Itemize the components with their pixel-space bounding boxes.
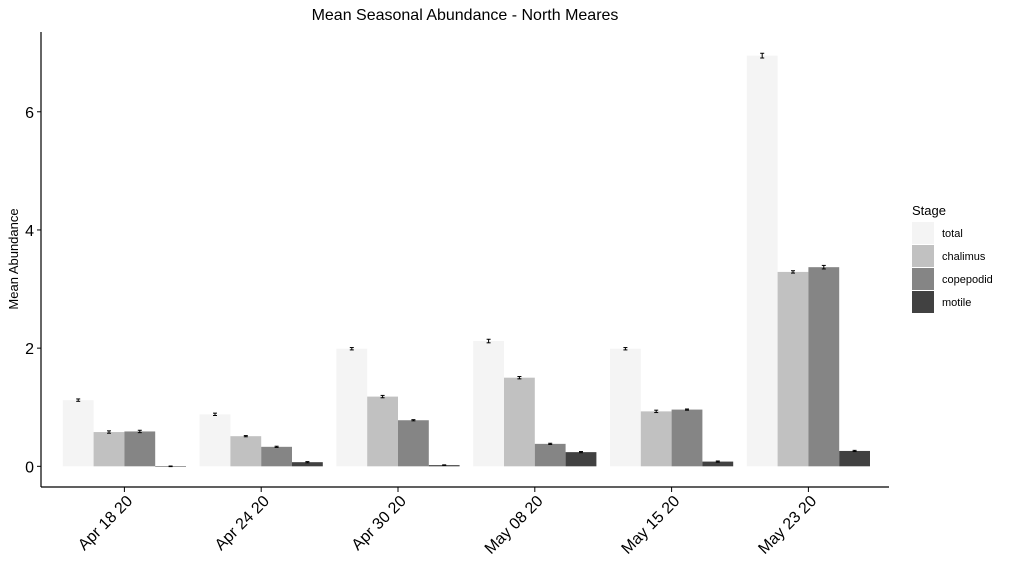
bar-chalimus xyxy=(640,411,672,467)
bar-total xyxy=(746,55,778,467)
error-bar xyxy=(548,442,553,445)
y-tick-label: 6 xyxy=(25,105,34,122)
error-bar xyxy=(760,52,765,59)
error-bar xyxy=(137,429,142,434)
error-bar xyxy=(213,412,217,416)
legend-item-chalimus: chalimus xyxy=(912,245,986,267)
bar-total xyxy=(62,400,94,467)
error-bar xyxy=(442,464,447,466)
error-bar xyxy=(486,338,491,344)
error-bar xyxy=(243,435,248,438)
error-bar xyxy=(168,465,173,468)
legend: Stage total chalimus copepodid motile xyxy=(912,203,993,313)
error-bar xyxy=(715,460,720,463)
y-tick-label: 0 xyxy=(25,459,34,476)
legend-swatch xyxy=(912,245,934,267)
plot-area xyxy=(62,52,870,468)
error-bar xyxy=(305,461,310,464)
x-tick-label: May 23 20 xyxy=(755,493,820,558)
error-bar xyxy=(274,445,279,448)
legend-swatch xyxy=(912,268,934,290)
legend-item-total: total xyxy=(912,222,963,244)
error-bar xyxy=(623,347,628,351)
x-axis-ticks: Apr 18 20 Apr 24 20 Apr 30 20 May 08 20 May … xyxy=(75,487,820,558)
error-bar xyxy=(517,376,522,380)
bar-motile xyxy=(702,461,734,467)
bar-chalimus xyxy=(93,432,125,467)
bar-chalimus xyxy=(367,396,398,467)
legend-item-copepodid: copepodid xyxy=(912,268,993,290)
error-bar xyxy=(349,347,354,351)
legend-label: copepodid xyxy=(942,274,993,286)
bar-motile xyxy=(292,462,323,467)
x-tick-label: Apr 24 20 xyxy=(212,493,273,554)
chart-title: Mean Seasonal Abundance - North Meares xyxy=(312,7,619,24)
error-bar xyxy=(76,398,81,402)
error-bar xyxy=(579,451,583,454)
bar-copepodid xyxy=(534,443,566,467)
x-tick-label: Apr 30 20 xyxy=(349,493,410,554)
error-bar xyxy=(821,264,826,270)
error-bar xyxy=(685,408,689,411)
error-bar xyxy=(380,394,385,399)
bar-motile xyxy=(565,452,597,467)
bar-chalimus xyxy=(230,436,262,467)
legend-label: chalimus xyxy=(942,251,986,263)
y-axis-ticks: 0 2 4 6 xyxy=(25,105,41,476)
legend-label: motile xyxy=(942,297,971,309)
bar-copepodid xyxy=(124,431,156,467)
error-bar xyxy=(107,430,111,434)
x-tick-label: May 08 20 xyxy=(482,493,547,558)
x-tick-label: Apr 18 20 xyxy=(75,493,136,554)
legend-swatch xyxy=(912,222,934,244)
y-tick-label: 2 xyxy=(25,341,34,358)
bar-total xyxy=(199,414,231,467)
legend-title: Stage xyxy=(912,203,946,218)
bar-copepodid xyxy=(261,446,292,467)
bar-copepodid xyxy=(671,409,703,467)
bar-total xyxy=(473,341,504,467)
bar-chalimus xyxy=(777,271,809,467)
bar-copepodid xyxy=(808,267,840,467)
legend-item-motile: motile xyxy=(912,291,971,313)
error-bar xyxy=(791,270,795,274)
bar-chalimus xyxy=(504,377,535,467)
bar-motile xyxy=(839,450,870,467)
bar-copepodid xyxy=(398,420,429,467)
legend-label: total xyxy=(942,228,963,240)
y-axis-label: Mean Abundance xyxy=(6,208,21,309)
error-bar xyxy=(411,419,416,422)
error-bar xyxy=(852,449,857,453)
bar-total xyxy=(336,348,368,467)
legend-swatch xyxy=(912,291,934,313)
bar-total xyxy=(610,348,641,467)
x-tick-label: May 15 20 xyxy=(619,493,684,558)
y-tick-label: 4 xyxy=(25,223,34,240)
error-bar xyxy=(654,409,659,414)
